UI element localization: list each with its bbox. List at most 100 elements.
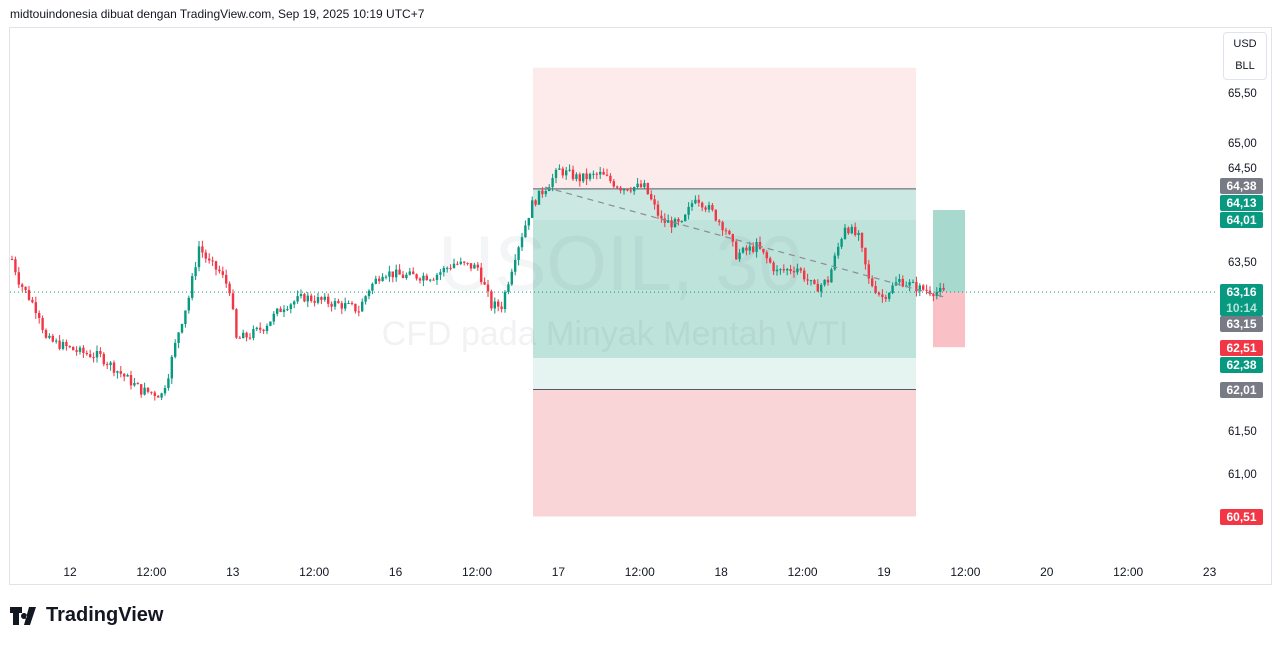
candle-body xyxy=(140,384,143,395)
candle-body xyxy=(459,261,462,264)
candle-body xyxy=(306,295,309,302)
candle-body xyxy=(789,269,792,272)
candle-body xyxy=(531,200,534,218)
candle-body xyxy=(473,264,476,269)
candle-body xyxy=(119,371,122,374)
candle-body xyxy=(891,285,894,293)
price-badge: 62,01 xyxy=(1220,382,1263,398)
candle-body xyxy=(364,296,367,302)
candle-body xyxy=(667,220,670,223)
candle-body xyxy=(480,267,483,283)
candle-body xyxy=(748,246,751,251)
candle-body xyxy=(255,327,258,330)
candle-body xyxy=(456,263,459,265)
candle-body xyxy=(323,296,326,300)
candle-body xyxy=(340,303,343,309)
candle-body xyxy=(466,262,469,264)
candle-body xyxy=(208,258,211,261)
candle-body xyxy=(650,194,653,200)
candle-body xyxy=(412,271,415,275)
candle-body xyxy=(78,347,82,352)
candle-body xyxy=(609,175,612,182)
candle-body xyxy=(313,300,316,303)
candle-body xyxy=(694,199,697,204)
candle-body xyxy=(129,375,133,386)
candle-body xyxy=(823,279,826,285)
candle-body xyxy=(126,375,129,377)
candle-body xyxy=(779,269,782,271)
price-badge-value: 64,38 xyxy=(1226,179,1257,193)
candle-body xyxy=(806,279,809,281)
candle-body xyxy=(707,205,711,210)
candle-body xyxy=(180,324,184,333)
candle-body xyxy=(354,303,357,312)
candle-body xyxy=(95,351,99,358)
currency-unit-button[interactable]: USD BLL xyxy=(1223,32,1267,80)
candle-body xyxy=(184,310,187,325)
candle-body xyxy=(867,264,870,279)
candle-body xyxy=(89,354,92,358)
candle-body xyxy=(391,271,394,278)
candle-body xyxy=(150,391,153,393)
candle-body xyxy=(595,173,598,175)
candle-body xyxy=(483,282,486,285)
candle-body xyxy=(510,271,513,285)
price-badge-value: 63,16 xyxy=(1226,285,1257,299)
candle-body xyxy=(449,267,452,269)
candle-body xyxy=(616,186,619,188)
candle-body xyxy=(398,269,401,275)
candle-body xyxy=(915,282,918,292)
x-axis-label: 13 xyxy=(226,565,240,579)
small-target-zone xyxy=(933,209,965,293)
candle-body xyxy=(629,190,632,192)
candle-body xyxy=(585,173,588,180)
candle-body xyxy=(187,297,190,311)
candle-body xyxy=(816,283,819,292)
price-badge: 64,01 xyxy=(1220,212,1263,228)
candle-body xyxy=(41,317,44,331)
candle-body xyxy=(177,332,180,343)
tradingview-logo[interactable]: TradingView xyxy=(10,604,163,627)
target-zone xyxy=(533,188,916,359)
candle-body xyxy=(813,280,816,284)
candle-body xyxy=(415,274,418,279)
candle-body xyxy=(316,297,320,303)
chart-header: midtouindonesia dibuat dengan TradingVie… xyxy=(10,7,425,21)
target-zone-inner xyxy=(533,220,916,359)
candle-body xyxy=(367,290,371,297)
candle-body xyxy=(347,303,350,305)
candle-body xyxy=(646,182,649,195)
trend-line xyxy=(544,186,946,298)
candle-body xyxy=(840,238,843,247)
candle-body xyxy=(296,296,299,302)
candle-body xyxy=(639,183,643,188)
candle-body xyxy=(765,252,768,259)
candle-body xyxy=(571,169,575,180)
candle-body xyxy=(327,296,330,304)
candle-body xyxy=(582,173,585,182)
candle-body xyxy=(541,190,544,195)
candle-body xyxy=(697,199,700,203)
candle-body xyxy=(490,291,493,309)
candle-body xyxy=(286,309,289,311)
countdown-timer: 10:14 xyxy=(1226,301,1257,315)
candle-body xyxy=(758,242,762,249)
x-axis-label: 19 xyxy=(877,565,891,579)
candle-body xyxy=(558,168,561,170)
target-zone-light xyxy=(533,358,916,390)
candle-body xyxy=(687,206,690,215)
tradingview-logo-icon xyxy=(10,606,36,625)
candle-body xyxy=(214,261,218,270)
candle-body xyxy=(520,237,524,248)
candle-body xyxy=(422,275,425,281)
candle-body xyxy=(820,284,823,292)
candle-body xyxy=(493,301,496,309)
candle-body xyxy=(537,190,541,205)
candle-body xyxy=(704,207,707,210)
candle-body xyxy=(503,292,507,310)
candle-body xyxy=(112,362,116,373)
candle-body xyxy=(439,272,442,275)
candle-body xyxy=(24,286,27,290)
candle-body xyxy=(796,268,799,273)
